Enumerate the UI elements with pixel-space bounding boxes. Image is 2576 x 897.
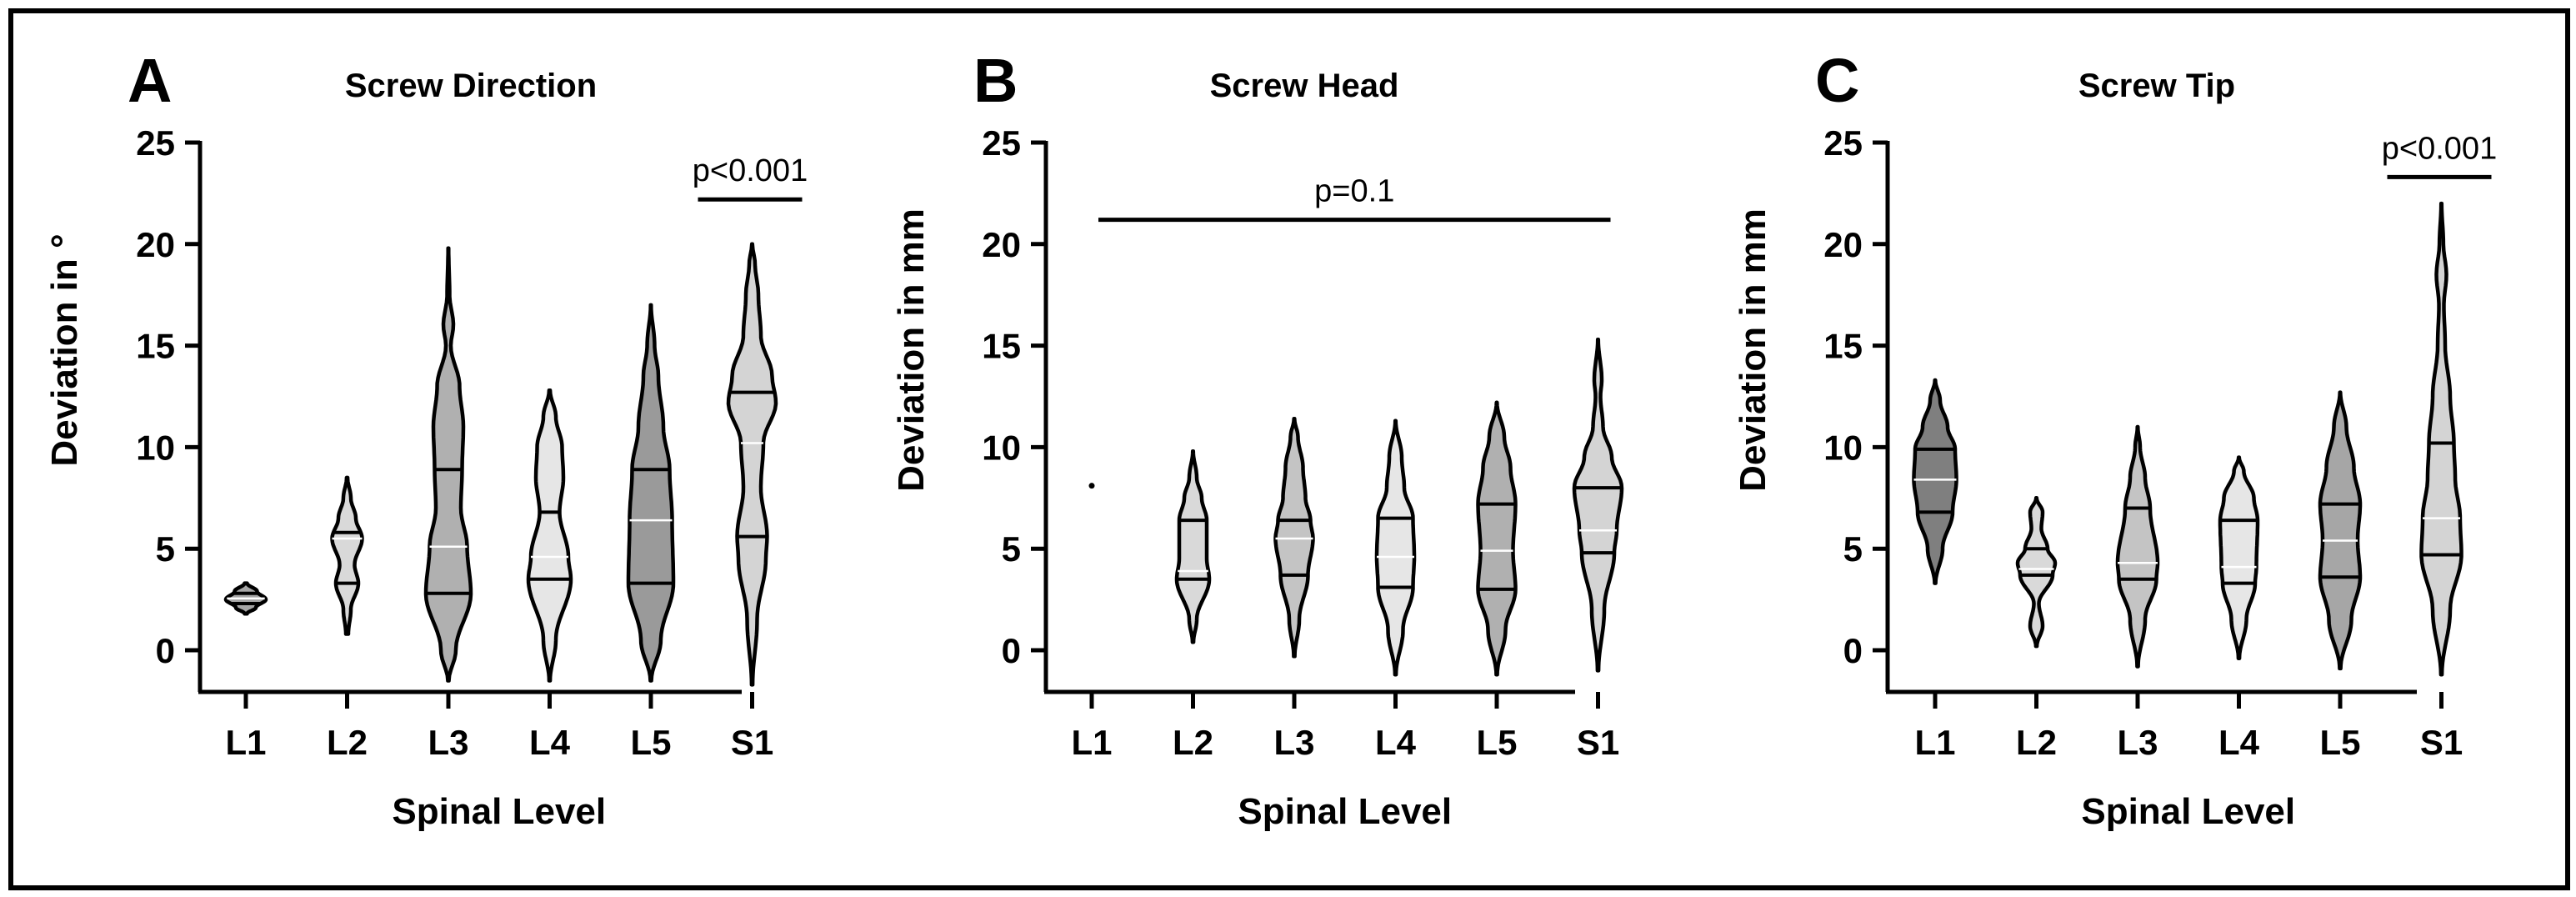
violin-s1 <box>2419 201 2463 677</box>
chart-title: Screw Direction <box>345 68 597 104</box>
y-tick-label: 15 <box>982 327 1021 366</box>
y-tick-label: 10 <box>136 428 175 467</box>
violin-s1 <box>1572 338 1624 673</box>
y-tick-label: 20 <box>1823 225 1863 264</box>
x-tick-label: L4 <box>2218 723 2260 762</box>
x-axis-label: Spinal Level <box>2081 791 2295 832</box>
chart-title: Screw Tip <box>2078 68 2235 104</box>
chart-title: Screw Head <box>1210 68 1399 104</box>
y-tick-label: 15 <box>136 327 175 366</box>
x-tick-label: S1 <box>1577 723 1619 762</box>
x-tick-label: L5 <box>1476 723 1517 762</box>
violin-l2 <box>2015 496 2058 649</box>
x-tick-label: L5 <box>2319 723 2360 762</box>
x-tick-label: L5 <box>630 723 671 762</box>
x-tick-label: L4 <box>529 723 571 762</box>
y-tick-label: 25 <box>136 123 175 163</box>
y-axis-label: Deviation in mm <box>891 208 932 492</box>
y-axis-label: Deviation in ° <box>44 233 85 466</box>
x-tick-label: L1 <box>1071 723 1112 762</box>
y-tick-label: 5 <box>1843 529 1863 569</box>
y-tick-label: 5 <box>1002 529 1021 569</box>
violin-point <box>1088 483 1095 489</box>
y-tick-label: 25 <box>1823 123 1863 163</box>
x-axis-label: Spinal Level <box>392 791 606 832</box>
panel-letter: A <box>128 46 172 115</box>
x-tick-label: S1 <box>2420 723 2463 762</box>
violin-l5 <box>2318 390 2363 671</box>
y-tick-label: 25 <box>982 123 1021 163</box>
violin-l5 <box>626 303 676 683</box>
violin-l1 <box>1912 378 1958 585</box>
violin-l2 <box>330 475 364 636</box>
significance-label: p<0.001 <box>2382 131 2497 166</box>
y-tick-label: 0 <box>156 631 175 670</box>
y-tick-label: 0 <box>1843 631 1863 670</box>
x-tick-label: L1 <box>225 723 266 762</box>
violin-l4 <box>526 388 573 683</box>
y-tick-label: 15 <box>1823 327 1863 366</box>
y-tick-label: 5 <box>156 529 175 569</box>
violin-l4 <box>2218 455 2260 660</box>
x-tick-label: L4 <box>1375 723 1417 762</box>
significance-label: p<0.001 <box>693 153 808 188</box>
violin-l4 <box>1374 418 1417 677</box>
y-tick-label: 20 <box>136 225 175 264</box>
x-axis-label: Spinal Level <box>1238 791 1452 832</box>
chart-panel-a: A Screw Direction 0 5 10 15 20 25 Deviation in °… <box>44 46 808 832</box>
x-tick-label: L2 <box>2016 723 2057 762</box>
x-tick-label: L3 <box>428 723 468 762</box>
y-tick-label: 0 <box>1002 631 1021 670</box>
panel-letter: B <box>973 46 1018 115</box>
x-tick-label: S1 <box>731 723 773 762</box>
violin-l5 <box>1476 400 1518 677</box>
y-tick-label: 10 <box>982 428 1021 467</box>
x-tick-label: L2 <box>327 723 368 762</box>
y-tick-label: 20 <box>982 225 1021 264</box>
x-tick-label: L3 <box>2117 723 2158 762</box>
x-tick-label: L1 <box>1914 723 1955 762</box>
x-tick-label: L2 <box>1173 723 1213 762</box>
y-tick-label: 10 <box>1823 428 1863 467</box>
chart-panel-b: B Screw Head 0 5 10 15 20 25 Deviation in mm L1 L2… <box>891 46 1624 832</box>
significance-label: p=0.1 <box>1314 174 1394 209</box>
x-tick-label: L3 <box>1273 723 1314 762</box>
violin-l3 <box>423 246 473 683</box>
y-axis-label: Deviation in mm <box>1733 208 1773 492</box>
panel-letter: C <box>1815 46 1859 115</box>
chart-panel-c: C Screw Tip 0 5 10 15 20 25 Deviation in mm L1 L2 L… <box>1733 46 2497 832</box>
violin-s1 <box>726 242 778 687</box>
violin-l2 <box>1174 449 1212 644</box>
violin-l3 <box>2115 424 2160 669</box>
